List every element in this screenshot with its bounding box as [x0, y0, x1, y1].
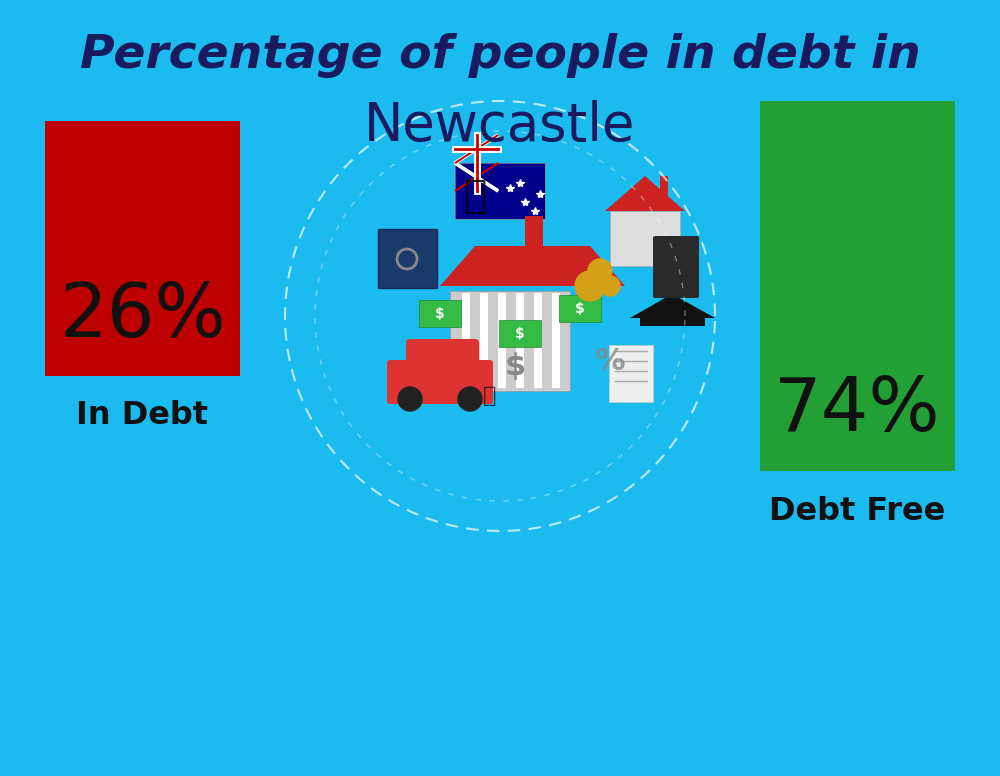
- FancyBboxPatch shape: [455, 163, 545, 219]
- Polygon shape: [440, 246, 625, 286]
- Text: $: $: [515, 327, 525, 341]
- FancyBboxPatch shape: [534, 293, 542, 388]
- Text: 🔒: 🔒: [483, 386, 497, 406]
- FancyBboxPatch shape: [516, 293, 524, 388]
- Text: $: $: [504, 352, 526, 380]
- FancyBboxPatch shape: [760, 101, 955, 471]
- Text: Debt Free: Debt Free: [769, 496, 946, 526]
- FancyBboxPatch shape: [406, 339, 479, 375]
- Text: 74%: 74%: [774, 375, 941, 448]
- Text: $: $: [575, 302, 585, 316]
- Circle shape: [588, 259, 612, 283]
- FancyBboxPatch shape: [378, 229, 437, 288]
- FancyBboxPatch shape: [660, 176, 668, 196]
- FancyBboxPatch shape: [552, 293, 560, 388]
- Text: 26%: 26%: [59, 279, 226, 352]
- FancyBboxPatch shape: [499, 320, 541, 347]
- FancyBboxPatch shape: [480, 293, 488, 388]
- Text: $: $: [435, 307, 445, 321]
- FancyBboxPatch shape: [640, 318, 705, 326]
- Text: 🦅: 🦅: [463, 177, 487, 215]
- Text: %: %: [595, 347, 625, 376]
- FancyBboxPatch shape: [462, 293, 470, 388]
- FancyBboxPatch shape: [387, 360, 493, 404]
- Circle shape: [600, 276, 620, 296]
- FancyBboxPatch shape: [45, 121, 240, 376]
- Polygon shape: [605, 176, 685, 211]
- FancyBboxPatch shape: [419, 300, 461, 327]
- FancyBboxPatch shape: [559, 295, 601, 322]
- FancyBboxPatch shape: [609, 345, 653, 402]
- FancyBboxPatch shape: [525, 216, 543, 246]
- FancyBboxPatch shape: [653, 236, 699, 298]
- Text: Percentage of people in debt in: Percentage of people in debt in: [80, 33, 920, 78]
- Polygon shape: [630, 294, 715, 318]
- Circle shape: [398, 387, 422, 411]
- Text: Newcastle: Newcastle: [364, 100, 636, 152]
- Text: In Debt: In Debt: [76, 400, 208, 431]
- FancyBboxPatch shape: [450, 291, 570, 391]
- FancyBboxPatch shape: [498, 293, 506, 388]
- Circle shape: [458, 387, 482, 411]
- Circle shape: [575, 271, 605, 301]
- FancyBboxPatch shape: [610, 211, 680, 266]
